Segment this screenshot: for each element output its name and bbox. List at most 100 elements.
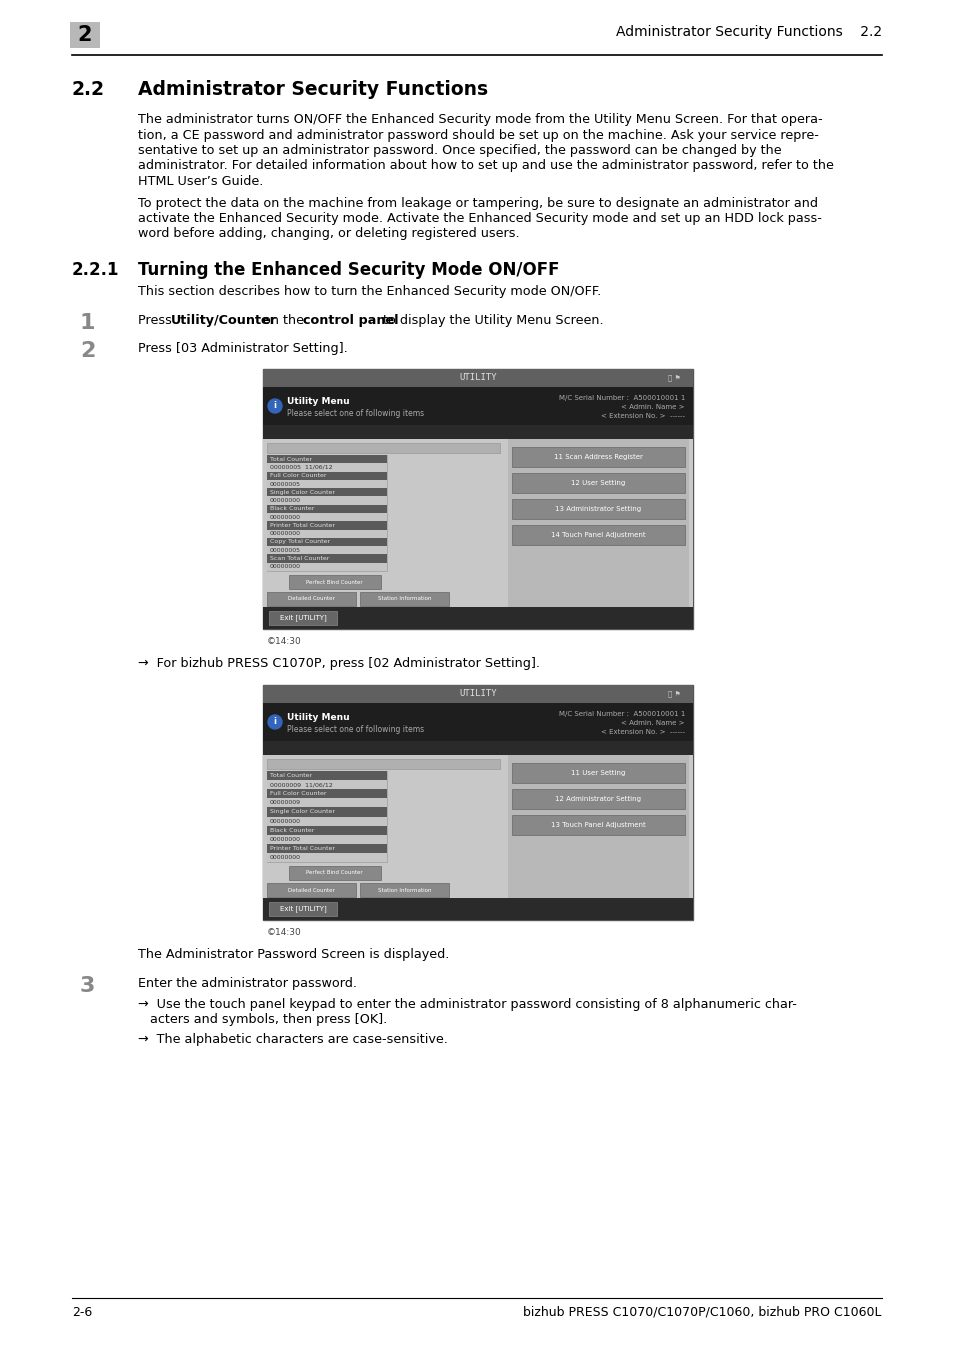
- Text: →  For bizhub PRESS C1070P, press [02 Administrator Setting].: → For bizhub PRESS C1070P, press [02 Adm…: [138, 657, 539, 670]
- Bar: [267, 537, 386, 547]
- Text: Printer Total Counter: Printer Total Counter: [270, 846, 335, 850]
- Bar: [267, 593, 355, 606]
- Bar: [263, 608, 692, 629]
- Bar: [267, 780, 386, 790]
- Bar: [263, 369, 692, 629]
- Text: →  Use the touch panel keypad to enter the administrator password consisting of : → Use the touch panel keypad to enter th…: [138, 998, 796, 1011]
- Bar: [267, 443, 499, 454]
- Bar: [263, 684, 692, 919]
- Text: 2.2.1: 2.2.1: [71, 261, 119, 279]
- Text: Administrator Security Functions: Administrator Security Functions: [138, 80, 488, 99]
- Text: word before adding, changing, or deleting registered users.: word before adding, changing, or deletin…: [138, 228, 519, 240]
- Text: Single Color Counter: Single Color Counter: [270, 490, 335, 495]
- Text: The Administrator Password Screen is displayed.: The Administrator Password Screen is dis…: [138, 948, 449, 961]
- Bar: [507, 439, 688, 608]
- Text: Press: Press: [138, 315, 175, 327]
- Text: Exit [UTILITY]: Exit [UTILITY]: [279, 906, 326, 913]
- Bar: [269, 902, 336, 917]
- Text: 00000005  11/06/12: 00000005 11/06/12: [270, 464, 333, 470]
- Bar: [267, 547, 386, 555]
- Bar: [511, 472, 684, 493]
- Bar: [267, 771, 386, 863]
- Text: M/C Serial Number :  A500010001 1: M/C Serial Number : A500010001 1: [558, 396, 684, 401]
- Bar: [511, 788, 684, 809]
- Text: bizhub PRESS C1070/C1070P/C1060, bizhub PRO C1060L: bizhub PRESS C1070/C1070P/C1060, bizhub …: [523, 1305, 882, 1319]
- Text: Turning the Enhanced Security Mode ON/OFF: Turning the Enhanced Security Mode ON/OF…: [138, 261, 558, 279]
- Text: M/C Serial Number :  A500010001 1: M/C Serial Number : A500010001 1: [558, 711, 684, 717]
- Bar: [267, 853, 386, 863]
- Bar: [511, 763, 684, 783]
- Text: acters and symbols, then press [OK].: acters and symbols, then press [OK].: [150, 1014, 387, 1026]
- Text: < Extension No. >  ------: < Extension No. > ------: [600, 413, 684, 418]
- Bar: [267, 759, 499, 769]
- Text: 00000000: 00000000: [270, 531, 301, 536]
- Text: 2.2: 2.2: [71, 80, 105, 99]
- Text: 00000000: 00000000: [270, 514, 301, 520]
- Text: Total Counter: Total Counter: [270, 456, 312, 462]
- Bar: [267, 826, 386, 834]
- Text: to display the Utility Menu Screen.: to display the Utility Menu Screen.: [378, 315, 603, 327]
- Text: 00000000: 00000000: [270, 855, 301, 860]
- Text: Utility Menu: Utility Menu: [287, 397, 349, 406]
- Bar: [267, 834, 386, 844]
- Bar: [267, 771, 386, 780]
- Bar: [263, 741, 692, 755]
- Text: UTILITY: UTILITY: [458, 374, 497, 382]
- Text: sentative to set up an administrator password. Once specified, the password can : sentative to set up an administrator pas…: [138, 144, 781, 157]
- Bar: [267, 505, 386, 513]
- Text: Perfect Bind Counter: Perfect Bind Counter: [306, 871, 363, 876]
- Bar: [70, 22, 100, 49]
- Text: < Admin. Name >: < Admin. Name >: [620, 720, 684, 726]
- Bar: [267, 455, 386, 463]
- Bar: [267, 844, 386, 853]
- Bar: [263, 425, 692, 439]
- Bar: [263, 387, 692, 425]
- Text: 12 User Setting: 12 User Setting: [571, 481, 625, 486]
- Bar: [263, 439, 692, 608]
- Text: control panel: control panel: [303, 315, 398, 327]
- Bar: [511, 500, 684, 518]
- Text: Total Counter: Total Counter: [270, 774, 312, 778]
- Text: Press [03 Administrator Setting].: Press [03 Administrator Setting].: [138, 342, 348, 355]
- Text: Full Color Counter: Full Color Counter: [270, 474, 326, 478]
- Text: Black Counter: Black Counter: [270, 506, 314, 512]
- Text: ©14:30: ©14:30: [267, 637, 301, 647]
- Text: 13 Touch Panel Adjustment: 13 Touch Panel Adjustment: [551, 822, 645, 828]
- Text: Please select one of following items: Please select one of following items: [287, 725, 424, 734]
- Bar: [359, 593, 449, 606]
- Text: tion, a CE password and administrator password should be set up on the machine. : tion, a CE password and administrator pa…: [138, 128, 818, 142]
- Bar: [263, 703, 692, 741]
- Text: Single Color Counter: Single Color Counter: [270, 810, 335, 814]
- Text: Perfect Bind Counter: Perfect Bind Counter: [306, 579, 363, 585]
- Text: Copy Total Counter: Copy Total Counter: [270, 540, 330, 544]
- Text: < Admin. Name >: < Admin. Name >: [620, 404, 684, 410]
- Text: 13 Administrator Setting: 13 Administrator Setting: [555, 506, 640, 512]
- Text: 12 Administrator Setting: 12 Administrator Setting: [555, 796, 640, 802]
- Text: Administrator Security Functions    2.2: Administrator Security Functions 2.2: [616, 26, 882, 39]
- Text: 11 Scan Address Register: 11 Scan Address Register: [554, 454, 642, 460]
- Text: Detailed Counter: Detailed Counter: [288, 597, 335, 602]
- Text: To protect the data on the machine from leakage or tampering, be sure to designa: To protect the data on the machine from …: [138, 197, 817, 209]
- Text: Black Counter: Black Counter: [270, 828, 314, 833]
- Text: Exit [UTILITY]: Exit [UTILITY]: [279, 614, 326, 621]
- Bar: [267, 883, 355, 896]
- Text: The administrator turns ON/OFF the Enhanced Security mode from the Utility Menu : The administrator turns ON/OFF the Enhan…: [138, 113, 821, 126]
- Text: 2-6: 2-6: [71, 1305, 92, 1319]
- Text: i: i: [274, 401, 276, 410]
- Text: Enter the administrator password.: Enter the administrator password.: [138, 977, 356, 990]
- Text: Station Information: Station Information: [377, 597, 431, 602]
- Text: 2: 2: [80, 342, 95, 360]
- Text: 00000000: 00000000: [270, 564, 301, 570]
- Text: Full Color Counter: Full Color Counter: [270, 791, 326, 796]
- Bar: [267, 471, 386, 479]
- Bar: [263, 369, 692, 387]
- Bar: [359, 883, 449, 896]
- Bar: [267, 479, 386, 489]
- Text: 00000005: 00000005: [270, 548, 301, 552]
- Text: Utility Menu: Utility Menu: [287, 713, 349, 722]
- Bar: [263, 684, 692, 703]
- Bar: [289, 575, 380, 589]
- Bar: [267, 817, 386, 826]
- Text: 2: 2: [77, 26, 92, 45]
- Text: →  The alphabetic characters are case-sensitive.: → The alphabetic characters are case-sen…: [138, 1033, 447, 1046]
